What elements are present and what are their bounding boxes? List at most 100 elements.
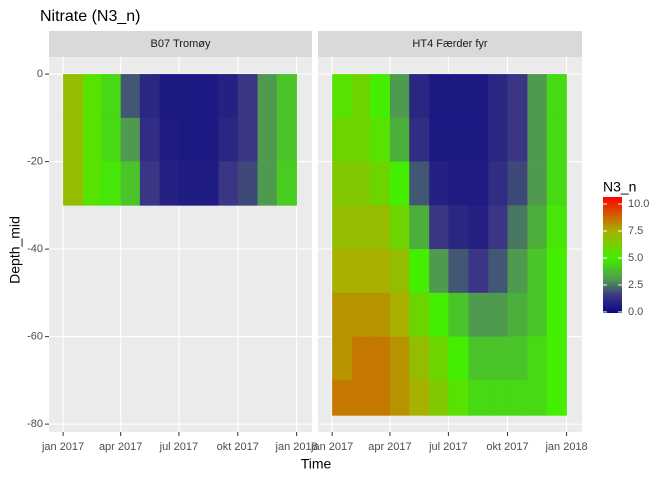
heat-cell — [159, 74, 180, 119]
heat-cell — [468, 74, 489, 119]
heat-cell — [332, 74, 353, 119]
heat-cell — [332, 292, 353, 337]
legend-colorbar — [603, 197, 622, 313]
y-tick-label: -40 — [27, 243, 43, 255]
heat-cell — [389, 380, 410, 416]
heat-cell — [139, 74, 161, 119]
heat-cell — [507, 336, 528, 381]
heat-cell — [63, 74, 84, 119]
heat-cell — [198, 161, 219, 206]
heat-cell — [527, 161, 547, 206]
heat-cell — [198, 74, 219, 119]
y-tick-label: -80 — [27, 418, 43, 430]
heat-cell — [370, 336, 391, 381]
heat-cell — [507, 161, 528, 206]
heat-cell — [257, 117, 278, 162]
heat-cell — [507, 74, 528, 119]
y-tick-label: -20 — [27, 155, 43, 167]
heat-cell — [178, 161, 200, 206]
heat-cell — [488, 74, 508, 119]
heat-cell — [448, 161, 469, 206]
heat-cell — [139, 117, 161, 162]
heat-cell — [352, 336, 371, 381]
heat-cell — [409, 161, 430, 206]
heat-cell — [409, 249, 430, 294]
heat-cell — [546, 292, 567, 337]
heat-cell — [448, 74, 469, 119]
x-tick-label: apr 2017 — [99, 441, 142, 453]
heat-cell — [352, 205, 371, 250]
strip-label: HT4 Færder fyr — [412, 38, 488, 50]
heat-cell — [218, 161, 239, 206]
heat-cell — [448, 336, 469, 381]
heat-cell — [488, 205, 508, 250]
x-tick-label: jan 2017 — [310, 441, 353, 453]
heat-cell — [276, 74, 297, 119]
heat-cell — [389, 161, 410, 206]
heat-cell — [120, 74, 141, 119]
x-tick-label: jan 2018 — [544, 441, 587, 453]
heat-cell — [488, 117, 508, 162]
heat-cell — [389, 74, 410, 119]
heat-cell — [352, 117, 371, 162]
heat-cell — [276, 161, 297, 206]
heat-cell — [389, 205, 410, 250]
heat-cell — [527, 205, 547, 250]
heat-cell — [332, 117, 353, 162]
heat-cell — [409, 336, 430, 381]
heat-cell — [389, 336, 410, 381]
heat-cell — [82, 161, 102, 206]
heat-cell — [448, 117, 469, 162]
heat-cell — [276, 117, 297, 162]
heat-cell — [429, 380, 449, 416]
heat-cell — [546, 380, 567, 416]
heat-cell — [370, 249, 391, 294]
legend-label: 0.0 — [628, 306, 643, 318]
heat-cell — [527, 249, 547, 294]
heat-cell — [370, 292, 391, 337]
heat-cell — [332, 380, 353, 416]
heat-cell — [507, 292, 528, 337]
heat-cell — [409, 74, 430, 119]
heat-cell — [332, 249, 353, 294]
heat-cell — [120, 117, 141, 162]
x-tick-label: jan 2017 — [41, 441, 84, 453]
heat-cell — [488, 161, 508, 206]
heat-cell — [352, 380, 371, 416]
heat-cell — [178, 74, 200, 119]
heat-cell — [429, 74, 449, 119]
heat-cell — [159, 161, 180, 206]
heat-cell — [448, 249, 469, 294]
heat-cell — [409, 117, 430, 162]
heat-cell — [546, 117, 567, 162]
heat-cell — [429, 161, 449, 206]
heat-cell — [370, 117, 391, 162]
heat-cell — [468, 249, 489, 294]
heat-cell — [527, 292, 547, 337]
heat-cell — [237, 117, 258, 162]
heat-cell — [352, 249, 371, 294]
heat-cell — [409, 380, 430, 416]
heat-cell — [332, 205, 353, 250]
heat-cell — [409, 292, 430, 337]
heat-cell — [257, 74, 278, 119]
heat-cell — [488, 336, 508, 381]
heat-cell — [507, 380, 528, 416]
heat-cell — [527, 380, 547, 416]
legend-label: 10.0 — [628, 198, 649, 210]
x-tick-label: okt 2017 — [217, 441, 259, 453]
heat-cell — [257, 161, 278, 206]
heat-cell — [100, 74, 121, 119]
heat-cell — [218, 74, 239, 119]
heat-cell — [429, 117, 449, 162]
heat-cell — [468, 380, 489, 416]
heat-cell — [468, 205, 489, 250]
heat-cell — [507, 249, 528, 294]
heat-cell — [100, 117, 121, 162]
strip — [318, 31, 582, 57]
heat-cell — [409, 205, 430, 250]
x-tick-label: jul 2017 — [159, 441, 199, 453]
heat-cell — [370, 74, 391, 119]
heat-cell — [546, 336, 567, 381]
